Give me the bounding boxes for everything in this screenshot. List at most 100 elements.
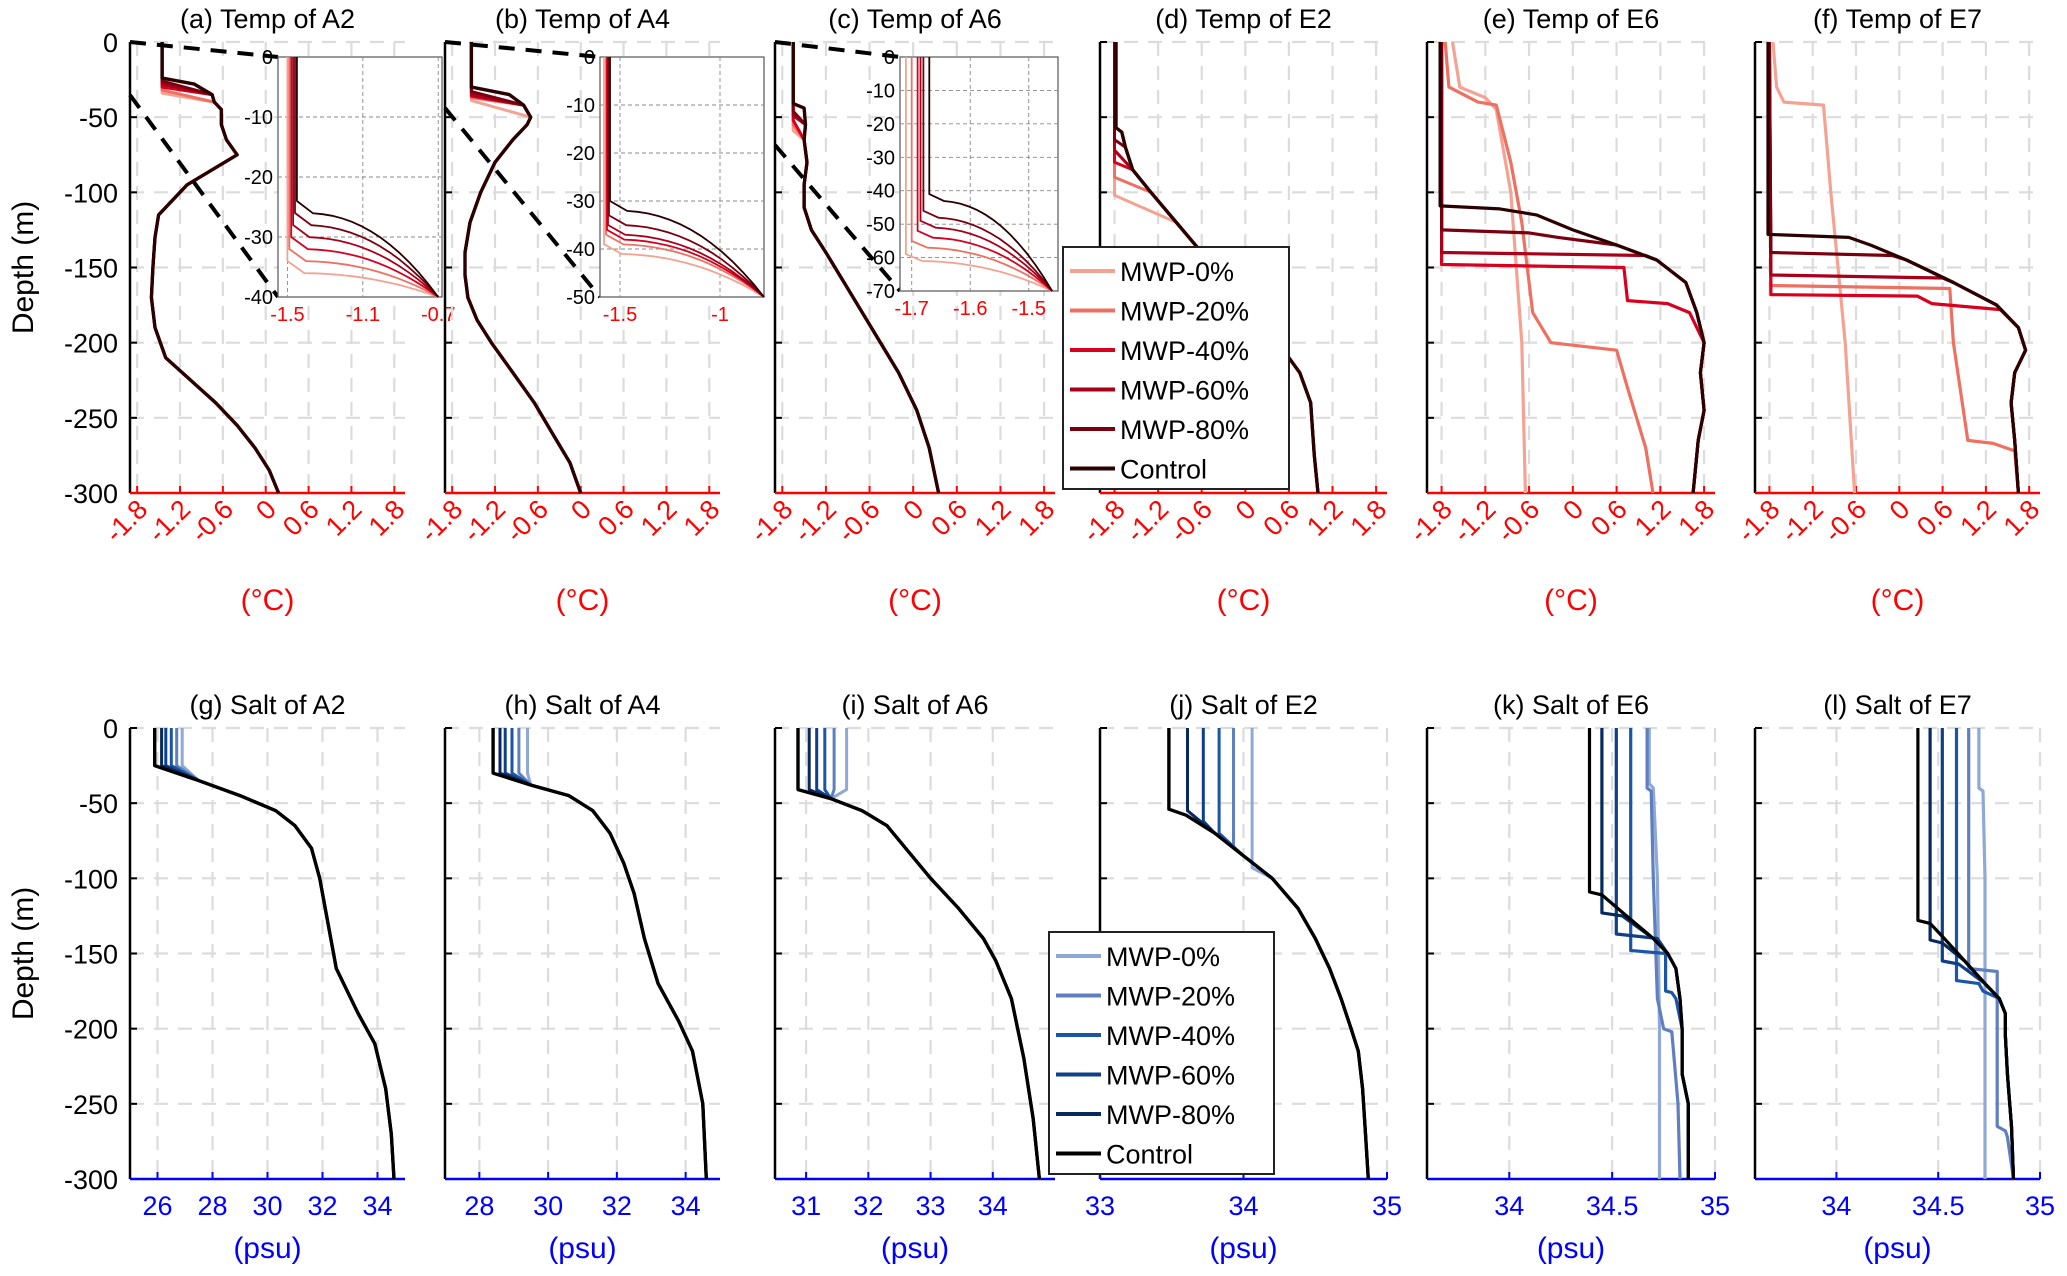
x-axis-label: (°C)	[556, 584, 610, 617]
x-tick-label: 1.2	[1629, 494, 1677, 542]
legend-label: MWP-20%	[1106, 982, 1235, 1012]
x-tick-label: -0.6	[1491, 494, 1545, 548]
x-tick-label: -0.6	[185, 494, 239, 548]
legend-label: Control	[1106, 1140, 1193, 1170]
inset-line-mwp-80pct	[608, 57, 765, 298]
inset-line-mwp-0pct	[905, 57, 1053, 292]
inset-y-tick-label: -10	[244, 107, 273, 129]
series-line-control	[1587, 728, 1690, 1179]
legend-label: MWP-60%	[1120, 376, 1249, 406]
inset-line-mwp-60pct	[919, 57, 1053, 292]
panel-title: (h) Salt of A4	[504, 690, 660, 720]
x-tick-label: -1.8	[1732, 494, 1786, 548]
x-tick-label: 34	[1821, 1191, 1851, 1221]
series-line-control	[1916, 728, 2016, 1180]
legend-label: MWP-80%	[1106, 1100, 1235, 1130]
x-axis-label: (psu)	[233, 1232, 301, 1265]
series-line-control	[149, 42, 281, 494]
inset-x-tick-label: -1.5	[603, 304, 637, 326]
x-tick-label: 30	[252, 1191, 282, 1221]
y-tick-label: -100	[64, 178, 118, 208]
inset-x-tick-label: -1.7	[894, 298, 928, 320]
panel-g: 0 -50 -100 -150 -200 -250 -300 Depth (m) 26 28 30 3…	[7, 690, 405, 1265]
inset-line-mwp-20pct	[288, 57, 439, 298]
x-tick-label: -1.2	[788, 494, 842, 548]
x-tick-label: 34	[1228, 1191, 1258, 1221]
x-axis-label: (psu)	[548, 1232, 616, 1265]
panel-b: -1.8-1.2-0.6 0 0.61.21.8 (°C) (b) Temp of A4…	[414, 4, 765, 617]
series-line-control	[1766, 42, 2028, 494]
legend-label: MWP-0%	[1106, 942, 1220, 972]
panel-title: (c) Temp of A6	[828, 4, 1002, 34]
series-line-control	[796, 728, 1042, 1180]
inset-c: 0 -10 -20 -30 -40 -50 -60 -70-1.7 -1.6 -1.5	[773, 40, 1059, 320]
inset-x-tick-label: -1.6	[953, 298, 987, 320]
x-tick-label: 1.2	[1301, 494, 1349, 542]
x-tick-label: -1.8	[744, 494, 798, 548]
inset-y-tick-label: -40	[244, 287, 273, 309]
series-line-mwp-20pct	[1645, 728, 1682, 1180]
x-tick-label: 31	[791, 1191, 821, 1221]
x-tick-label: 0.6	[1257, 494, 1305, 542]
x-tick-label: -1.2	[457, 494, 511, 548]
x-axis-label: (psu)	[1209, 1232, 1277, 1265]
x-axis-label: (°C)	[1217, 584, 1271, 617]
x-tick-label: 1.8	[1345, 494, 1393, 542]
series-line-mwp-20pct	[829, 728, 1041, 1180]
zoom-connector-line	[128, 93, 280, 299]
inset-x-tick-label: -1.5	[1012, 298, 1046, 320]
y-tick-label: 0	[103, 28, 118, 58]
x-tick-label: 34	[978, 1191, 1008, 1221]
y-axis-label: Depth (m)	[7, 887, 40, 1020]
legend_salt: MWP-0% MWP-20% MWP-40% MWP-60% MWP-80% Contro…	[1048, 931, 1275, 1175]
panel-title: (b) Temp of A4	[495, 4, 670, 34]
inset-line-control	[609, 57, 765, 298]
x-tick-label: 34	[671, 1191, 701, 1221]
y-tick-label: -200	[64, 329, 118, 359]
x-tick-label: 1.8	[678, 494, 726, 542]
y-tick-label: -300	[64, 479, 118, 509]
panel-title: (g) Salt of A2	[189, 690, 345, 720]
panel-k: 34 34.5 35 (psu) (k) Salt of E6	[1425, 690, 1730, 1265]
inset-x-tick-label: -1.1	[346, 304, 380, 326]
legend-label: MWP-40%	[1120, 336, 1249, 366]
x-tick-label: -1.2	[1120, 494, 1174, 548]
y-tick-label: -50	[79, 103, 118, 133]
x-tick-label: 35	[1372, 1191, 1402, 1221]
x-tick-label: 1.8	[1673, 494, 1721, 542]
x-tick-label: -0.6	[500, 494, 554, 548]
inset-line-mwp-60pct	[292, 57, 439, 298]
inset-line-mwp-20pct	[605, 57, 765, 298]
legend-label: MWP-40%	[1106, 1021, 1235, 1051]
x-tick-label: 0.6	[1911, 494, 1959, 542]
legend_temp: MWP-0% MWP-20% MWP-40% MWP-60% MWP-80% Contro…	[1062, 246, 1290, 490]
x-tick-label: 26	[142, 1191, 172, 1221]
x-axis-label: (psu)	[881, 1232, 949, 1265]
legend-box	[1062, 246, 1290, 490]
series-line-control	[463, 42, 583, 494]
inset-line-mwp-60pct	[607, 57, 765, 298]
series-line-mwp-0pct	[1647, 728, 1662, 1179]
legend-label: MWP-0%	[1120, 257, 1234, 287]
x-tick-label: 0.6	[925, 494, 973, 542]
x-tick-label: -1.8	[414, 494, 468, 548]
inset-x-tick-label: -0.7	[421, 304, 455, 326]
x-tick-label: 0.6	[592, 494, 640, 542]
inset-x-tick-label: -1	[711, 304, 729, 326]
x-tick-label: 1.2	[320, 494, 368, 542]
legend-label: MWP-80%	[1120, 415, 1249, 445]
inset-y-tick-label: -30	[866, 147, 895, 169]
x-tick-label: -1.8	[1404, 494, 1458, 548]
inset-y-tick-label: -10	[566, 95, 595, 117]
series-line-control	[791, 42, 941, 494]
x-tick-label: 34	[1494, 1191, 1524, 1221]
series-line-mwp-0pct	[1771, 41, 1857, 494]
x-tick-label: 32	[602, 1191, 632, 1221]
x-tick-label: 32	[853, 1191, 883, 1221]
x-tick-label: 34.5	[1912, 1191, 1965, 1221]
inset-y-tick-label: -70	[866, 281, 895, 303]
inset-frame	[899, 56, 1059, 292]
y-tick-label: 0	[103, 714, 118, 744]
x-tick-label: -1.2	[1775, 494, 1829, 548]
inset-y-tick-label: -50	[566, 287, 595, 309]
